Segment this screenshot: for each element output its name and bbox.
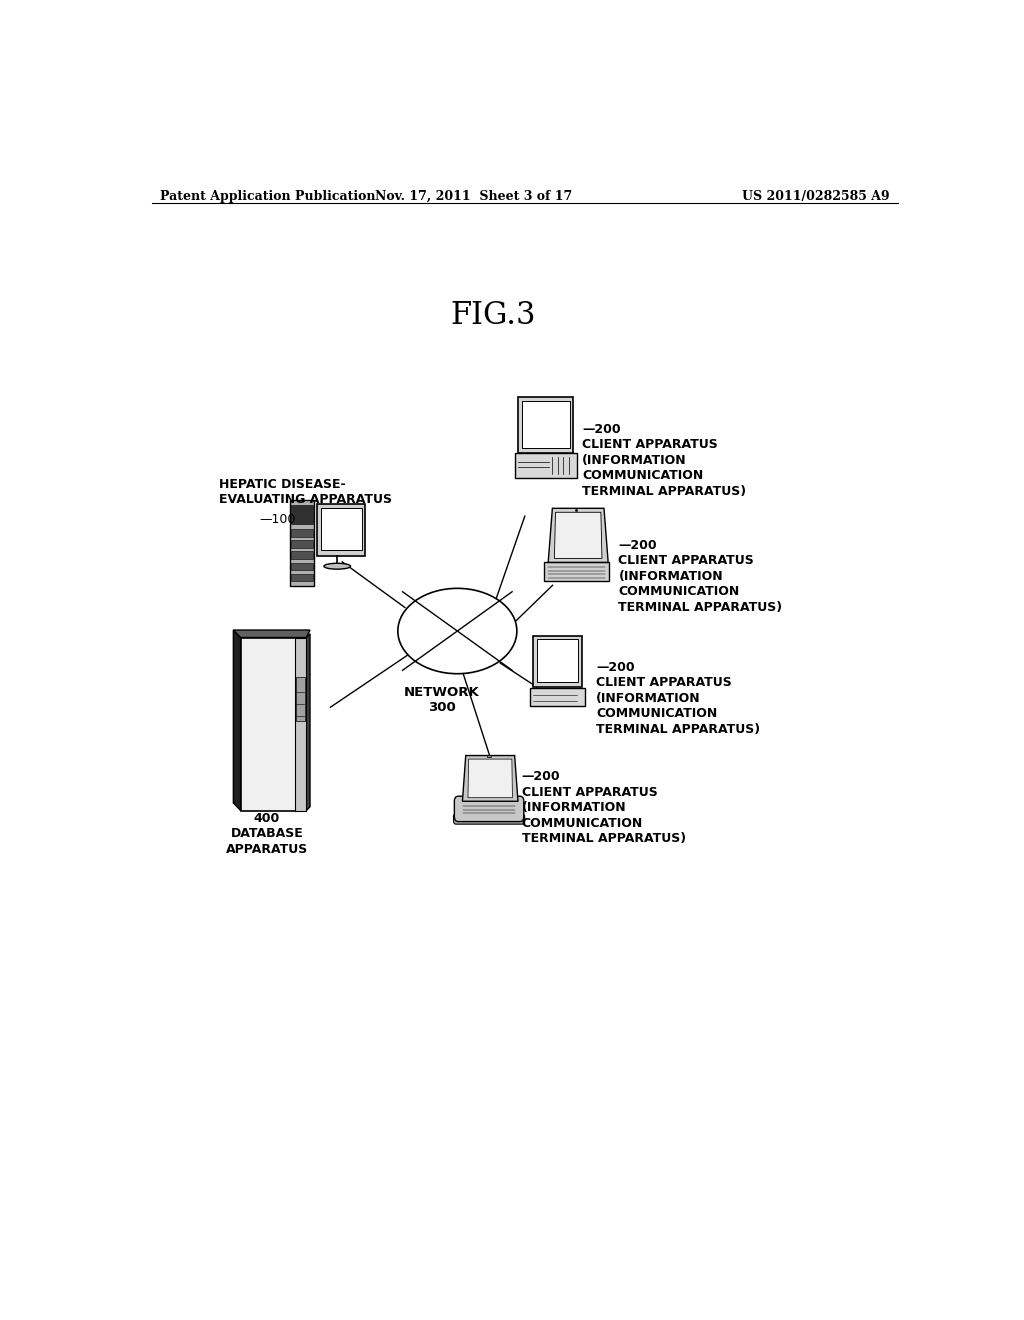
FancyBboxPatch shape — [454, 813, 524, 824]
Text: HEPATIC DISEASE-
EVALUATING APPARATUS: HEPATIC DISEASE- EVALUATING APPARATUS — [219, 478, 392, 506]
Polygon shape — [233, 630, 310, 638]
Text: 400
DATABASE
APPARATUS: 400 DATABASE APPARATUS — [225, 812, 308, 855]
Bar — [290, 500, 314, 586]
Polygon shape — [554, 512, 602, 558]
FancyBboxPatch shape — [455, 796, 524, 821]
Bar — [292, 574, 313, 581]
Bar — [537, 639, 578, 681]
Bar — [515, 453, 577, 478]
Text: —200
CLIENT APPARATUS
(INFORMATION
COMMUNICATION
TERMINAL APPARATUS): —200 CLIENT APPARATUS (INFORMATION COMMU… — [596, 660, 761, 735]
Text: US 2011/0282585 A9: US 2011/0282585 A9 — [742, 190, 890, 202]
Bar — [534, 636, 582, 686]
Bar — [292, 529, 313, 537]
Ellipse shape — [324, 564, 350, 569]
Polygon shape — [233, 630, 241, 810]
Bar — [522, 401, 569, 447]
Text: Nov. 17, 2011  Sheet 3 of 17: Nov. 17, 2011 Sheet 3 of 17 — [375, 190, 571, 202]
Bar — [292, 562, 313, 570]
Text: FIG.3: FIG.3 — [451, 301, 536, 331]
Text: —200
CLIENT APPARATUS
(INFORMATION
COMMUNICATION
TERMINAL APPARATUS): —200 CLIENT APPARATUS (INFORMATION COMMU… — [582, 422, 746, 498]
Bar — [544, 562, 608, 581]
Bar — [296, 677, 304, 721]
Ellipse shape — [397, 589, 517, 673]
Polygon shape — [468, 759, 512, 797]
Bar — [292, 540, 313, 548]
Bar — [292, 506, 313, 524]
Polygon shape — [463, 755, 518, 801]
Bar — [292, 552, 313, 560]
Text: —100: —100 — [259, 512, 295, 525]
Text: NETWORK
300: NETWORK 300 — [403, 686, 479, 714]
Polygon shape — [306, 634, 310, 810]
Bar — [530, 688, 585, 706]
Text: —200
CLIENT APPARATUS
(INFORMATION
COMMUNICATION
TERMINAL APPARATUS): —200 CLIENT APPARATUS (INFORMATION COMMU… — [618, 539, 782, 614]
Bar — [518, 397, 573, 453]
Bar — [295, 638, 306, 810]
Polygon shape — [548, 508, 608, 562]
Bar — [316, 504, 366, 556]
Bar — [241, 638, 306, 810]
Text: —200
CLIENT APPARATUS
(INFORMATION
COMMUNICATION
TERMINAL APPARATUS): —200 CLIENT APPARATUS (INFORMATION COMMU… — [521, 771, 686, 845]
Text: Patent Application Publication: Patent Application Publication — [160, 190, 375, 202]
Bar — [321, 508, 361, 550]
